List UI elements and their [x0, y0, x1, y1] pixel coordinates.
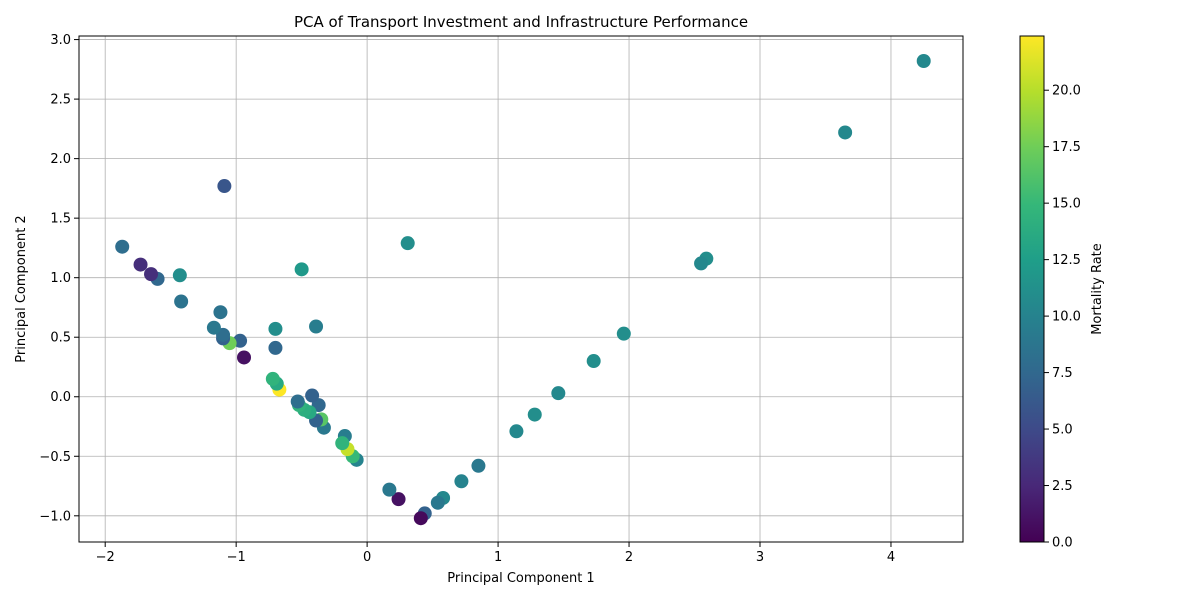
x-tick-label: 3: [756, 550, 764, 565]
data-points: [115, 54, 931, 526]
colorbar-tick-label: 15.0: [1052, 197, 1081, 212]
x-tick-label: 4: [887, 550, 895, 565]
colorbar-tick-label: 20.0: [1052, 84, 1081, 99]
y-axis-ticks: −1.0 −0.5 0.0 0.5 1.0 1.5 2.0 2.5 3.0: [39, 33, 79, 524]
data-point: [382, 482, 397, 497]
data-point: [509, 424, 524, 439]
data-point: [217, 179, 232, 194]
y-tick-label: 2.0: [50, 152, 71, 167]
data-point: [471, 458, 486, 473]
colorbar-tick-label: 7.5: [1052, 366, 1073, 381]
data-point: [400, 236, 415, 251]
plot-area-frame: [78, 35, 964, 543]
colorbar-tick-label: 5.0: [1052, 423, 1073, 438]
chart-title: PCA of Transport Investment and Infrastr…: [294, 13, 748, 31]
data-point: [265, 371, 280, 386]
data-point: [694, 256, 709, 271]
data-point: [335, 436, 350, 451]
data-point: [413, 511, 428, 526]
data-point: [454, 474, 469, 489]
data-point: [391, 492, 406, 507]
data-point: [133, 257, 148, 272]
y-tick-label: −1.0: [39, 509, 71, 524]
data-point: [268, 321, 283, 336]
y-tick-label: −0.5: [39, 450, 71, 465]
colorbar: [1019, 35, 1045, 543]
data-point: [237, 350, 252, 365]
x-axis-ticks: −2 −1 0 1 2 3 4: [96, 542, 895, 565]
colorbar-tick-label: 12.5: [1052, 253, 1081, 268]
data-point: [305, 388, 320, 403]
colorbar-tick-label: 10.0: [1052, 310, 1081, 325]
data-point: [616, 326, 631, 341]
data-point: [213, 305, 228, 320]
data-point: [527, 407, 542, 422]
data-point: [309, 319, 324, 334]
colorbar-tick-label: 2.5: [1052, 479, 1073, 494]
data-point: [144, 267, 159, 282]
data-point: [430, 495, 445, 510]
x-tick-label: 0: [363, 550, 371, 565]
x-axis-label: Principal Component 1: [447, 571, 594, 586]
y-tick-label: 0.0: [50, 390, 71, 405]
data-point: [838, 125, 853, 140]
data-point: [172, 268, 187, 283]
data-point: [233, 333, 248, 348]
data-point: [586, 354, 601, 369]
y-tick-label: 1.5: [50, 212, 71, 227]
grid-lines: [79, 36, 963, 542]
y-tick-label: 1.0: [50, 271, 71, 286]
data-point: [294, 262, 309, 277]
x-tick-label: −2: [96, 550, 115, 565]
y-tick-label: 3.0: [50, 33, 71, 48]
y-tick-label: 0.5: [50, 331, 71, 346]
colorbar-tick-label: 17.5: [1052, 140, 1081, 155]
data-point: [115, 239, 130, 254]
colorbar-ticks: 0.0 2.5 5.0 7.5 10.0 12.5 15.0 17.5 20.0: [1044, 84, 1081, 551]
data-point: [174, 294, 189, 309]
colorbar-tick-label: 0.0: [1052, 536, 1073, 551]
data-point: [206, 320, 221, 335]
y-tick-label: 2.5: [50, 93, 71, 108]
data-point: [551, 386, 566, 401]
x-tick-label: −1: [227, 550, 246, 565]
data-point: [916, 54, 931, 69]
y-axis-label: Principal Component 2: [14, 215, 29, 362]
x-tick-label: 1: [494, 550, 502, 565]
colorbar-label: Mortality Rate: [1090, 243, 1105, 335]
data-point: [290, 394, 305, 409]
data-point: [268, 340, 283, 355]
x-tick-label: 2: [625, 550, 633, 565]
